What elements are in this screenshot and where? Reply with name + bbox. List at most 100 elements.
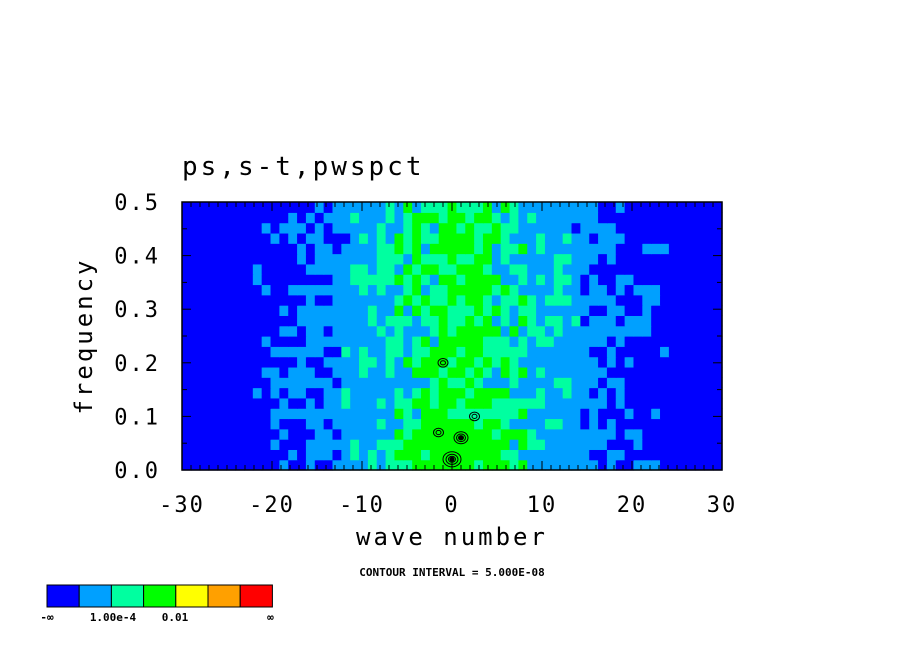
- field-cell: [270, 243, 280, 255]
- field-cell: [544, 284, 555, 296]
- field-cell: [536, 366, 546, 378]
- field-cell: [527, 284, 537, 296]
- field-cell: [359, 397, 369, 409]
- field-cell: [341, 377, 351, 389]
- colorbar-swatch: [46, 584, 80, 608]
- field-cell: [660, 212, 670, 224]
- field-cell: [518, 377, 528, 389]
- field-cell: [615, 243, 626, 255]
- field-cell: [367, 356, 378, 368]
- field-cell: [323, 284, 334, 296]
- field-cell: [686, 418, 697, 430]
- field-cell: [536, 346, 546, 358]
- field-cell: [598, 459, 608, 471]
- x-tick-label: 10: [527, 493, 558, 518]
- field-cell: [279, 408, 289, 420]
- field-cell: [589, 253, 599, 265]
- field-cell: [341, 305, 351, 316]
- field-cell: [686, 212, 697, 224]
- field-cell: [217, 243, 227, 255]
- field-cell: [642, 408, 652, 420]
- field-cell: [677, 366, 688, 378]
- field-cell: [447, 274, 458, 286]
- contour-ring: [435, 429, 442, 436]
- field-cell: [500, 366, 511, 378]
- field-cell: [562, 449, 573, 461]
- field-cell: [332, 274, 342, 286]
- field-cell: [642, 459, 652, 471]
- field-cell: [243, 202, 254, 213]
- field-cell: [677, 294, 688, 306]
- field-cell: [279, 222, 289, 234]
- field-cell: [226, 418, 236, 430]
- field-cell: [226, 253, 236, 265]
- field-cell: [261, 222, 272, 234]
- field-cell: [208, 449, 219, 461]
- field-cell: [199, 202, 210, 213]
- field-cell: [261, 397, 272, 409]
- field-cell: [553, 263, 564, 275]
- field-cell: [394, 305, 404, 316]
- field-cell: [695, 346, 705, 358]
- field-cell: [235, 439, 245, 450]
- field-cell: [199, 315, 210, 327]
- field-cell: [536, 325, 546, 337]
- field-cell: [412, 222, 422, 234]
- field-cell: [580, 449, 590, 461]
- field-cell: [190, 428, 201, 440]
- field-cell: [429, 336, 440, 347]
- field-cell: [190, 366, 201, 378]
- field-cell: [367, 449, 378, 461]
- field-cell: [589, 222, 599, 234]
- field-cell: [305, 418, 316, 430]
- field-cell: [341, 243, 351, 255]
- field-cell: [491, 336, 502, 347]
- field-cell: [589, 325, 599, 337]
- field-cell: [341, 325, 351, 337]
- field-cell: [421, 377, 431, 389]
- field-cell: [571, 284, 581, 296]
- field-cell: [279, 274, 289, 286]
- field-cell: [252, 263, 263, 275]
- field-cell: [668, 336, 679, 347]
- field-cell: [341, 315, 351, 327]
- field-cell: [421, 387, 431, 399]
- field-cell: [704, 397, 714, 409]
- field-cell: [704, 408, 714, 420]
- field-cell: [527, 377, 537, 389]
- field-cell: [598, 439, 608, 450]
- field-cell: [686, 305, 697, 316]
- field-cell: [544, 315, 555, 327]
- field-cell: [571, 346, 581, 358]
- field-cell: [589, 356, 599, 368]
- field-cell: [385, 397, 396, 409]
- field-cell: [527, 356, 537, 368]
- field-cell: [438, 284, 449, 296]
- field-cell: [367, 253, 378, 265]
- field-cell: [571, 366, 581, 378]
- field-cell: [359, 232, 369, 244]
- field-cell: [527, 274, 537, 286]
- field-cell: [279, 212, 289, 224]
- field-cell: [642, 387, 652, 399]
- colorbar-swatch: [207, 584, 241, 608]
- field-cell: [553, 336, 564, 347]
- field-cell: [474, 202, 484, 213]
- field-cell: [660, 418, 670, 430]
- field-cell: [341, 418, 351, 430]
- field-cell: [456, 397, 466, 409]
- field-cell: [553, 253, 564, 265]
- field-cell: [571, 325, 581, 337]
- field-cell: [297, 325, 307, 337]
- field-cell: [482, 439, 493, 450]
- x-axis-ticks: -30 -20 -10 0 10 20 30: [159, 202, 735, 518]
- field-cell: [261, 243, 272, 255]
- field-cell: [642, 325, 652, 337]
- field-cell: [474, 232, 484, 244]
- field-cell: [217, 397, 227, 409]
- field-cell: [270, 387, 280, 399]
- field-cell: [660, 428, 670, 440]
- field-cell: [182, 315, 192, 327]
- field-cell: [403, 263, 413, 275]
